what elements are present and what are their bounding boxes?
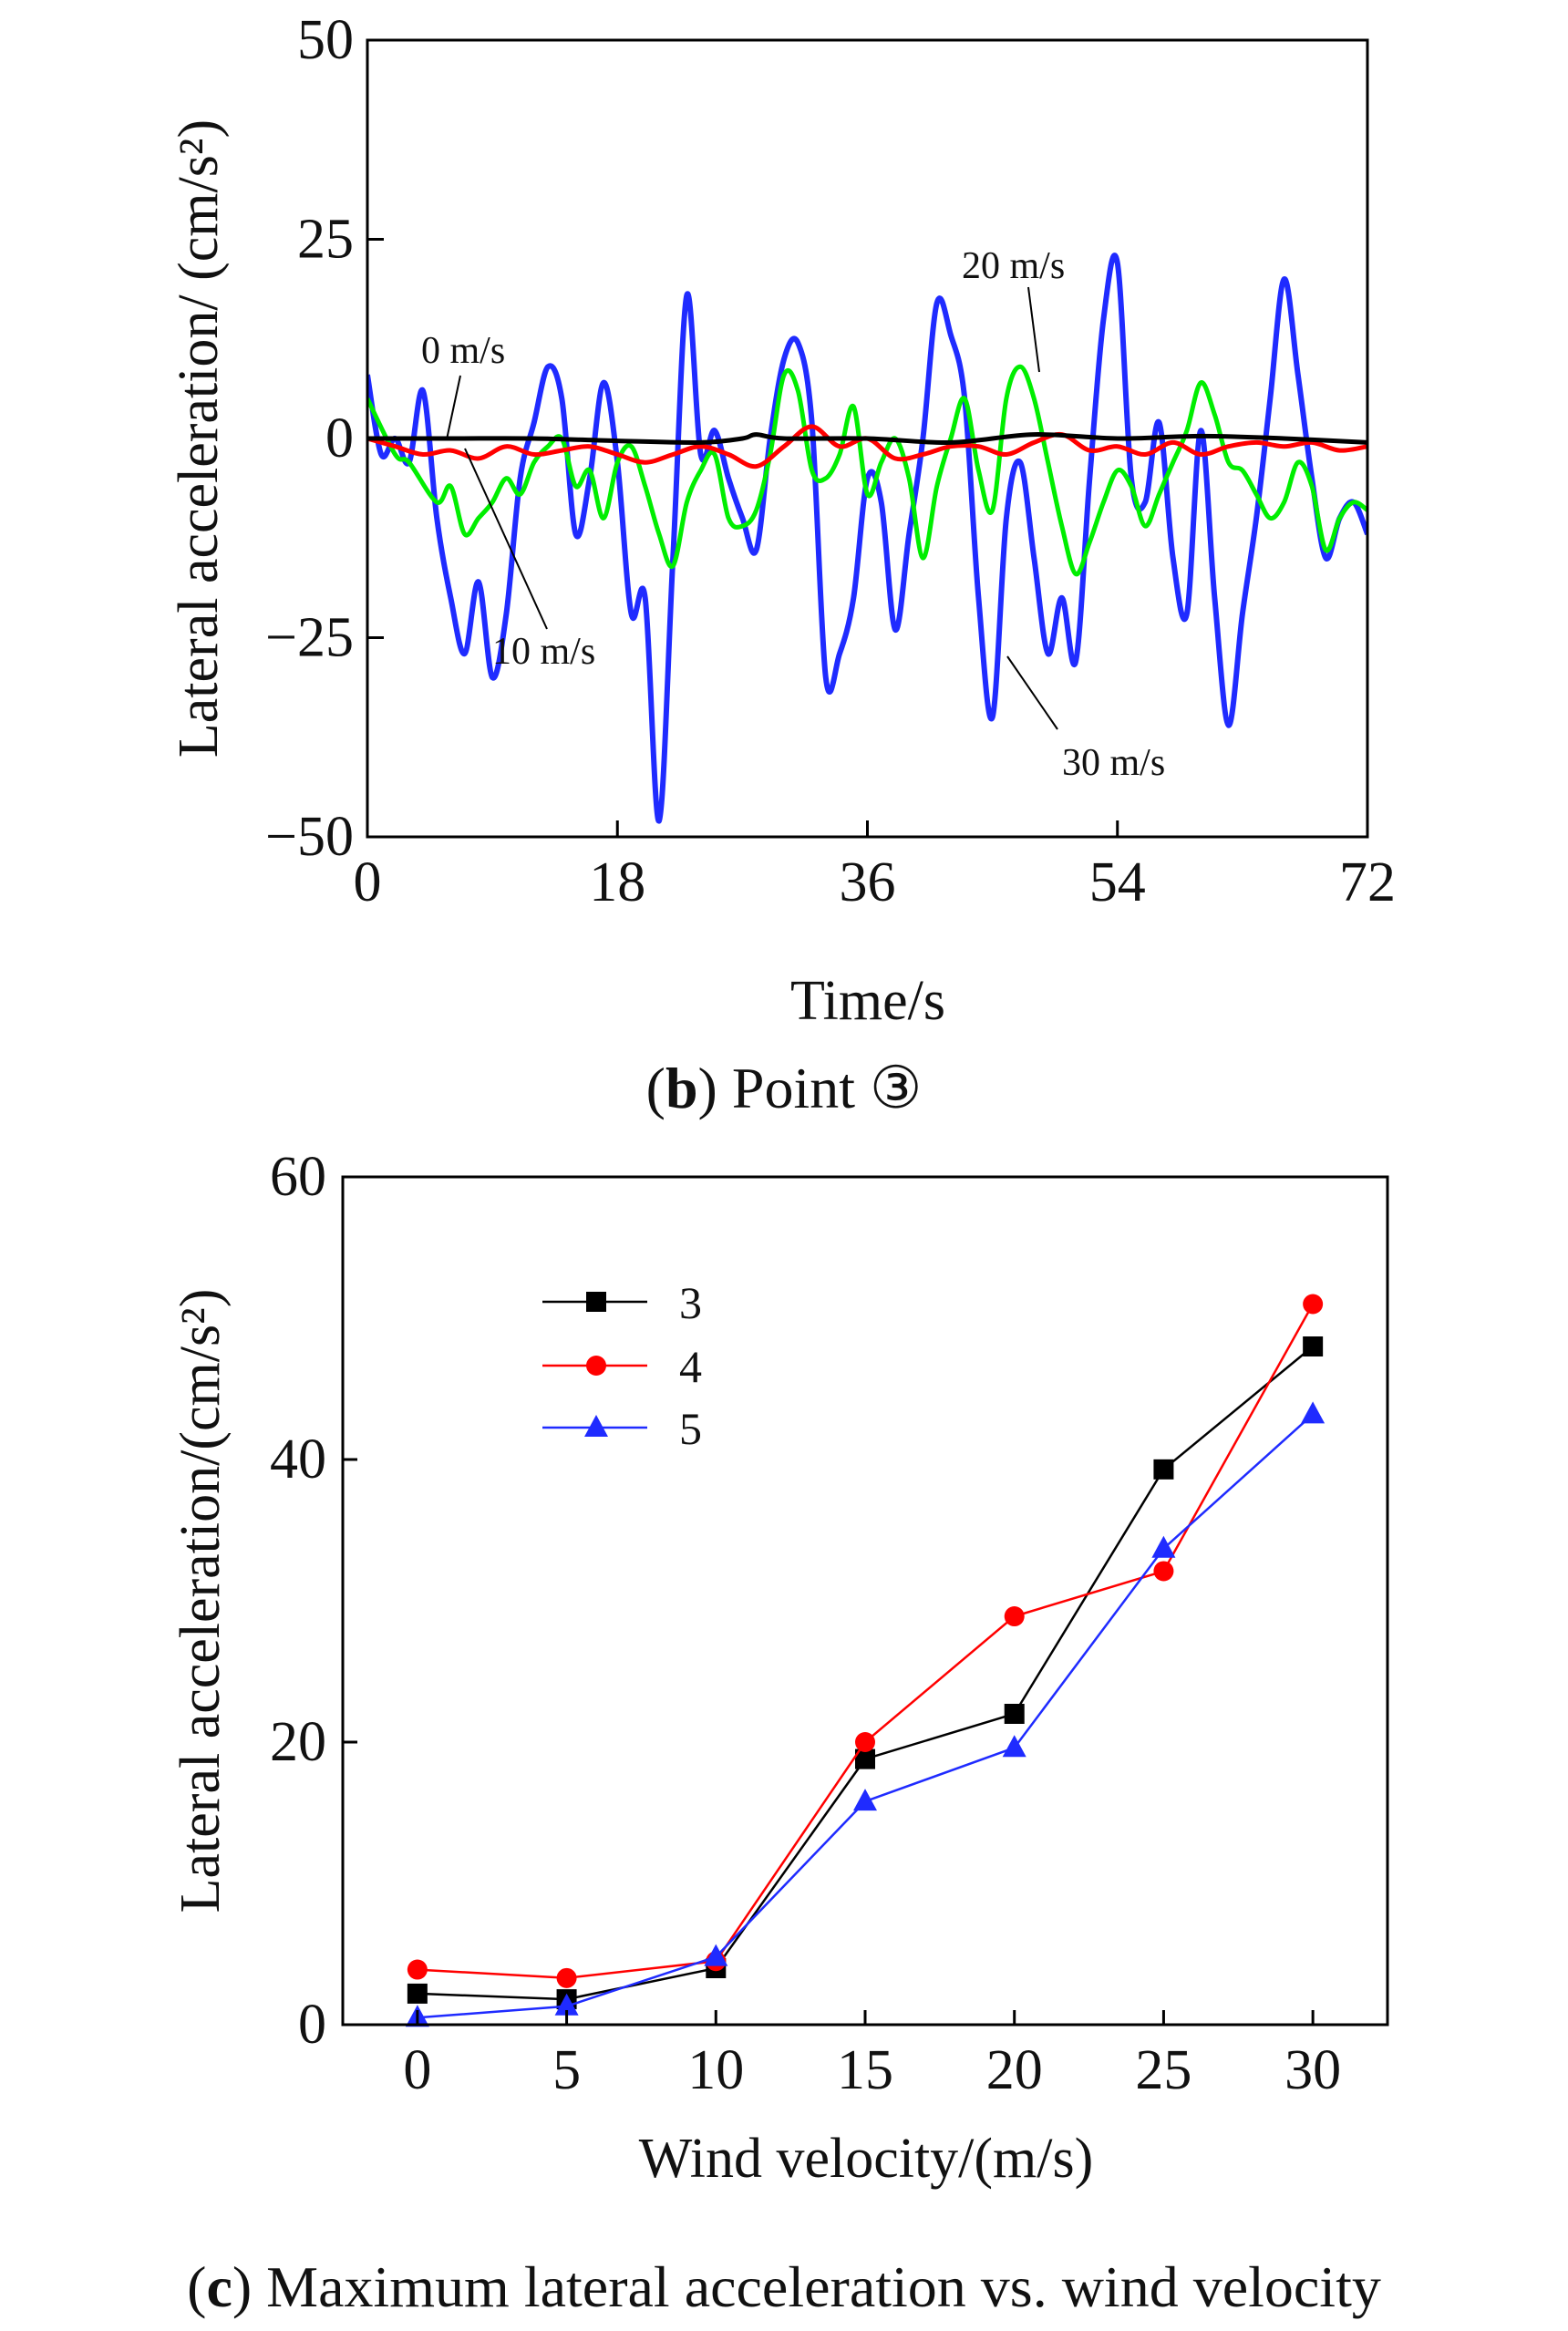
panel-b-caption: (b) Point ③ [646,1056,923,1120]
panel-c-y-axis-label: Lateral acceleration/(cm/s²) [170,1289,232,1913]
panel-c-plot-frame [341,1175,1389,2027]
y-tick-label: 0 [298,1994,326,2056]
x-tick-label: 5 [552,2039,581,2101]
data-point-series-4 [855,1732,875,1752]
annotation-10ms: 10 m/s [492,631,595,673]
y-tick-label: −25 [265,607,354,669]
x-tick-label: 15 [837,2039,893,2101]
panel-b-x-axis-label: Time/s [790,970,945,1032]
series-line-3 [417,1346,1314,2001]
panel-b-ticks: 0 18 36 54 72 −50 −25 0 25 50 [265,9,1396,913]
x-tick-label: 10 [687,2039,744,2101]
data-point-series-5 [1151,1535,1176,1558]
annotation-0ms: 0 m/s [421,330,505,372]
x-tick-label: 20 [986,2039,1043,2101]
x-tick-label: 54 [1089,851,1146,913]
panel-b-series-group [367,253,1367,824]
panel-b-time-history: 0 18 36 54 72 −50 −25 0 25 50 0 m/s 10 m/s 20 m/s… [168,9,1396,1120]
data-point-series-4 [1303,1294,1324,1315]
y-tick-label: 0 [325,407,354,469]
legend-label-3: 3 [679,1277,702,1328]
panel-c-caption-letter: c [206,2254,232,2319]
data-point-series-5 [704,1944,728,1966]
series-line-30ms [367,253,1367,824]
data-point-series-3 [407,1983,428,2004]
annotation-leader-10ms [464,448,548,630]
panel-c-legend: 3 4 5 [542,1277,702,1454]
panel-c-series-group [405,1294,1326,2027]
data-point-series-4 [556,1967,577,1988]
data-point-series-3 [1153,1459,1174,1480]
legend-marker-5 [584,1415,608,1437]
x-tick-label: 30 [1284,2039,1341,2101]
legend-marker-3 [586,1292,606,1312]
data-point-series-4 [1004,1606,1025,1627]
series-line-4 [417,1303,1315,1980]
annotation-leader-30ms [1006,655,1058,730]
legend-marker-4 [586,1356,606,1376]
data-point-series-5 [1002,1735,1026,1758]
y-tick-label: 25 [297,209,354,271]
annotation-20ms: 20 m/s [962,245,1065,287]
x-tick-label: 36 [840,851,896,913]
x-tick-label: 25 [1135,2039,1191,2101]
series-line-5 [417,1413,1314,2019]
series-line-0ms [367,432,1367,445]
data-point-series-4 [1153,1561,1174,1582]
legend-label-5: 5 [679,1403,702,1454]
data-point-series-5 [554,1993,579,2016]
x-tick-label: 72 [1339,851,1396,913]
data-point-series-3 [1004,1704,1025,1724]
x-tick-label: 18 [589,851,645,913]
data-point-series-4 [407,1959,428,1980]
series-line-20ms [367,364,1367,577]
y-tick-label: 40 [270,1429,326,1490]
y-tick-label: 20 [270,1711,326,1773]
panel-b-y-axis-label: Lateral acceleration/ (cm/s²) [168,119,230,758]
legend-label-4: 4 [679,1341,702,1392]
y-tick-label: −50 [265,806,354,868]
y-tick-label: 60 [270,1146,326,1208]
panel-c-ticks: 0 5 10 15 20 25 30 0 20 40 60 [270,1146,1341,2101]
annotation-30ms: 30 m/s [1062,742,1165,784]
data-point-series-3 [1303,1336,1324,1356]
panel-c-x-axis-label: Wind velocity/(m/s) [639,2128,1094,2190]
data-point-series-5 [853,1789,877,1811]
panel-b-annotations: 0 m/s 10 m/s 20 m/s 30 m/s [421,245,1165,784]
panel-c-max-acceleration: 0 5 10 15 20 25 30 0 20 40 60 3 4 5 Wind velocity/… [170,1146,1389,2319]
data-point-series-3 [855,1748,875,1769]
y-tick-label: 50 [297,9,354,71]
x-tick-label: 0 [403,2039,431,2101]
panel-b-caption-text: Point ③ [732,1056,923,1120]
annotation-leader-0ms [446,375,461,440]
annotation-leader-20ms [1027,286,1040,373]
panel-c-caption: (c) Maximum lateral acceleration vs. win… [187,2254,1381,2319]
panel-b-caption-letter: b [665,1056,698,1120]
x-tick-label: 0 [354,851,382,913]
data-point-series-5 [1301,1401,1326,1424]
panel-c-caption-text: Maximum lateral acceleration vs. wind ve… [266,2254,1381,2319]
